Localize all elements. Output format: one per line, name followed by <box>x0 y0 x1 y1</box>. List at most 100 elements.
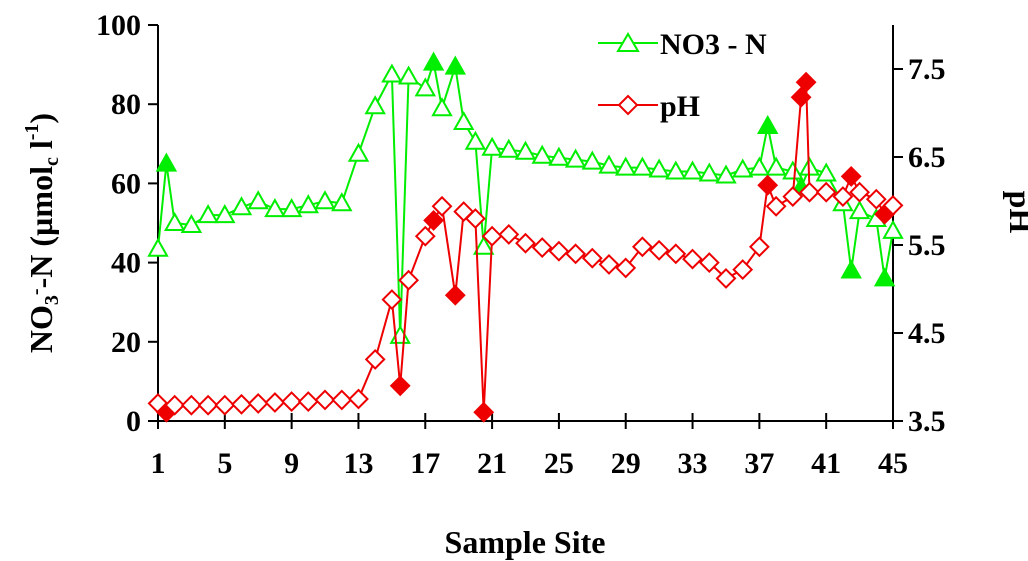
data-point <box>444 55 467 75</box>
x-tick-label: 21 <box>477 447 507 480</box>
legend-no3-label: NO3 - N <box>660 28 767 61</box>
data-point <box>790 86 812 108</box>
data-point <box>481 136 503 156</box>
data-point <box>598 253 620 275</box>
data-point <box>756 114 779 134</box>
legend: NO3 - N pH <box>598 28 767 123</box>
data-point <box>882 194 904 216</box>
data-point <box>840 259 862 279</box>
data-point <box>348 388 369 410</box>
data-point <box>648 158 670 178</box>
legend-no3-marker <box>616 32 640 52</box>
data-point <box>397 65 420 85</box>
data-point <box>347 142 370 162</box>
data-point <box>873 267 896 287</box>
series-line <box>157 62 894 336</box>
data-point <box>423 209 445 231</box>
data-point <box>849 181 871 203</box>
data-point <box>481 225 503 247</box>
data-point <box>514 140 537 160</box>
data-point <box>681 160 704 180</box>
y-left-tick-label: 100 <box>96 9 141 42</box>
data-point <box>247 392 269 414</box>
data-point <box>815 181 837 203</box>
data-point <box>698 162 721 182</box>
x-tick-label: 9 <box>284 447 299 480</box>
data-point <box>197 204 219 224</box>
y-left-tick-label: 80 <box>111 88 141 121</box>
data-point <box>297 391 319 413</box>
data-point <box>473 401 495 423</box>
data-point <box>280 198 303 218</box>
data-point <box>832 186 854 208</box>
data-point <box>515 232 536 254</box>
y-right-tick-label: 7.5 <box>908 53 946 86</box>
data-point <box>464 208 486 230</box>
data-point <box>155 152 178 172</box>
data-point <box>748 236 770 258</box>
y-axis-right-title: pH <box>1003 191 1028 234</box>
data-point <box>381 289 403 311</box>
data-point <box>197 394 219 416</box>
data-point <box>631 156 654 176</box>
data-point <box>882 219 904 239</box>
data-point <box>548 240 570 262</box>
data-point <box>581 247 603 269</box>
data-point <box>180 213 203 233</box>
data-point <box>614 156 637 176</box>
data-point <box>422 51 445 71</box>
data-point <box>548 146 570 166</box>
series-layer <box>147 51 904 423</box>
data-point <box>682 248 703 270</box>
data-point <box>431 195 453 217</box>
data-point <box>164 394 186 416</box>
data-point <box>765 195 787 217</box>
data-point <box>231 393 252 415</box>
data-point <box>848 200 871 220</box>
x-tick-label: 1 <box>151 447 166 480</box>
data-point <box>564 148 587 168</box>
data-point <box>732 259 754 281</box>
x-tick-label: 17 <box>410 447 440 480</box>
x-tick-label: 13 <box>343 447 373 480</box>
data-point <box>472 235 495 255</box>
data-point <box>715 267 737 289</box>
y-right-tick-label: 6.5 <box>908 141 946 174</box>
data-point <box>665 160 687 180</box>
data-point <box>565 243 587 265</box>
legend-ph-marker <box>617 94 639 116</box>
y-left-tick-label: 60 <box>111 167 141 200</box>
data-point <box>431 97 453 117</box>
data-point <box>665 243 687 265</box>
data-point <box>214 394 236 416</box>
data-point <box>815 162 837 182</box>
series-ph <box>147 71 904 423</box>
data-point <box>631 236 653 258</box>
data-point <box>314 190 336 210</box>
data-point <box>648 239 670 261</box>
data-point <box>865 188 887 210</box>
y-right-tick-label: 5.5 <box>908 229 946 262</box>
data-point <box>297 194 320 214</box>
data-point <box>214 204 236 224</box>
data-point <box>715 164 737 184</box>
data-point <box>615 257 637 279</box>
data-point <box>281 391 303 413</box>
data-point <box>444 284 466 306</box>
data-point <box>498 223 520 245</box>
x-axis-title: Sample Site <box>445 524 606 560</box>
data-point <box>698 252 720 274</box>
y-left-tick-label: 20 <box>111 326 141 359</box>
data-point <box>163 211 186 231</box>
axes <box>157 25 894 422</box>
y-left-tick-label: 0 <box>126 405 141 438</box>
data-point <box>264 198 286 218</box>
data-point <box>782 186 804 208</box>
data-point <box>398 269 420 291</box>
x-tick-label: 41 <box>811 447 841 480</box>
data-point <box>314 389 336 411</box>
data-point <box>452 110 475 130</box>
data-point <box>765 156 787 176</box>
data-point <box>464 130 487 150</box>
data-point <box>230 196 253 216</box>
